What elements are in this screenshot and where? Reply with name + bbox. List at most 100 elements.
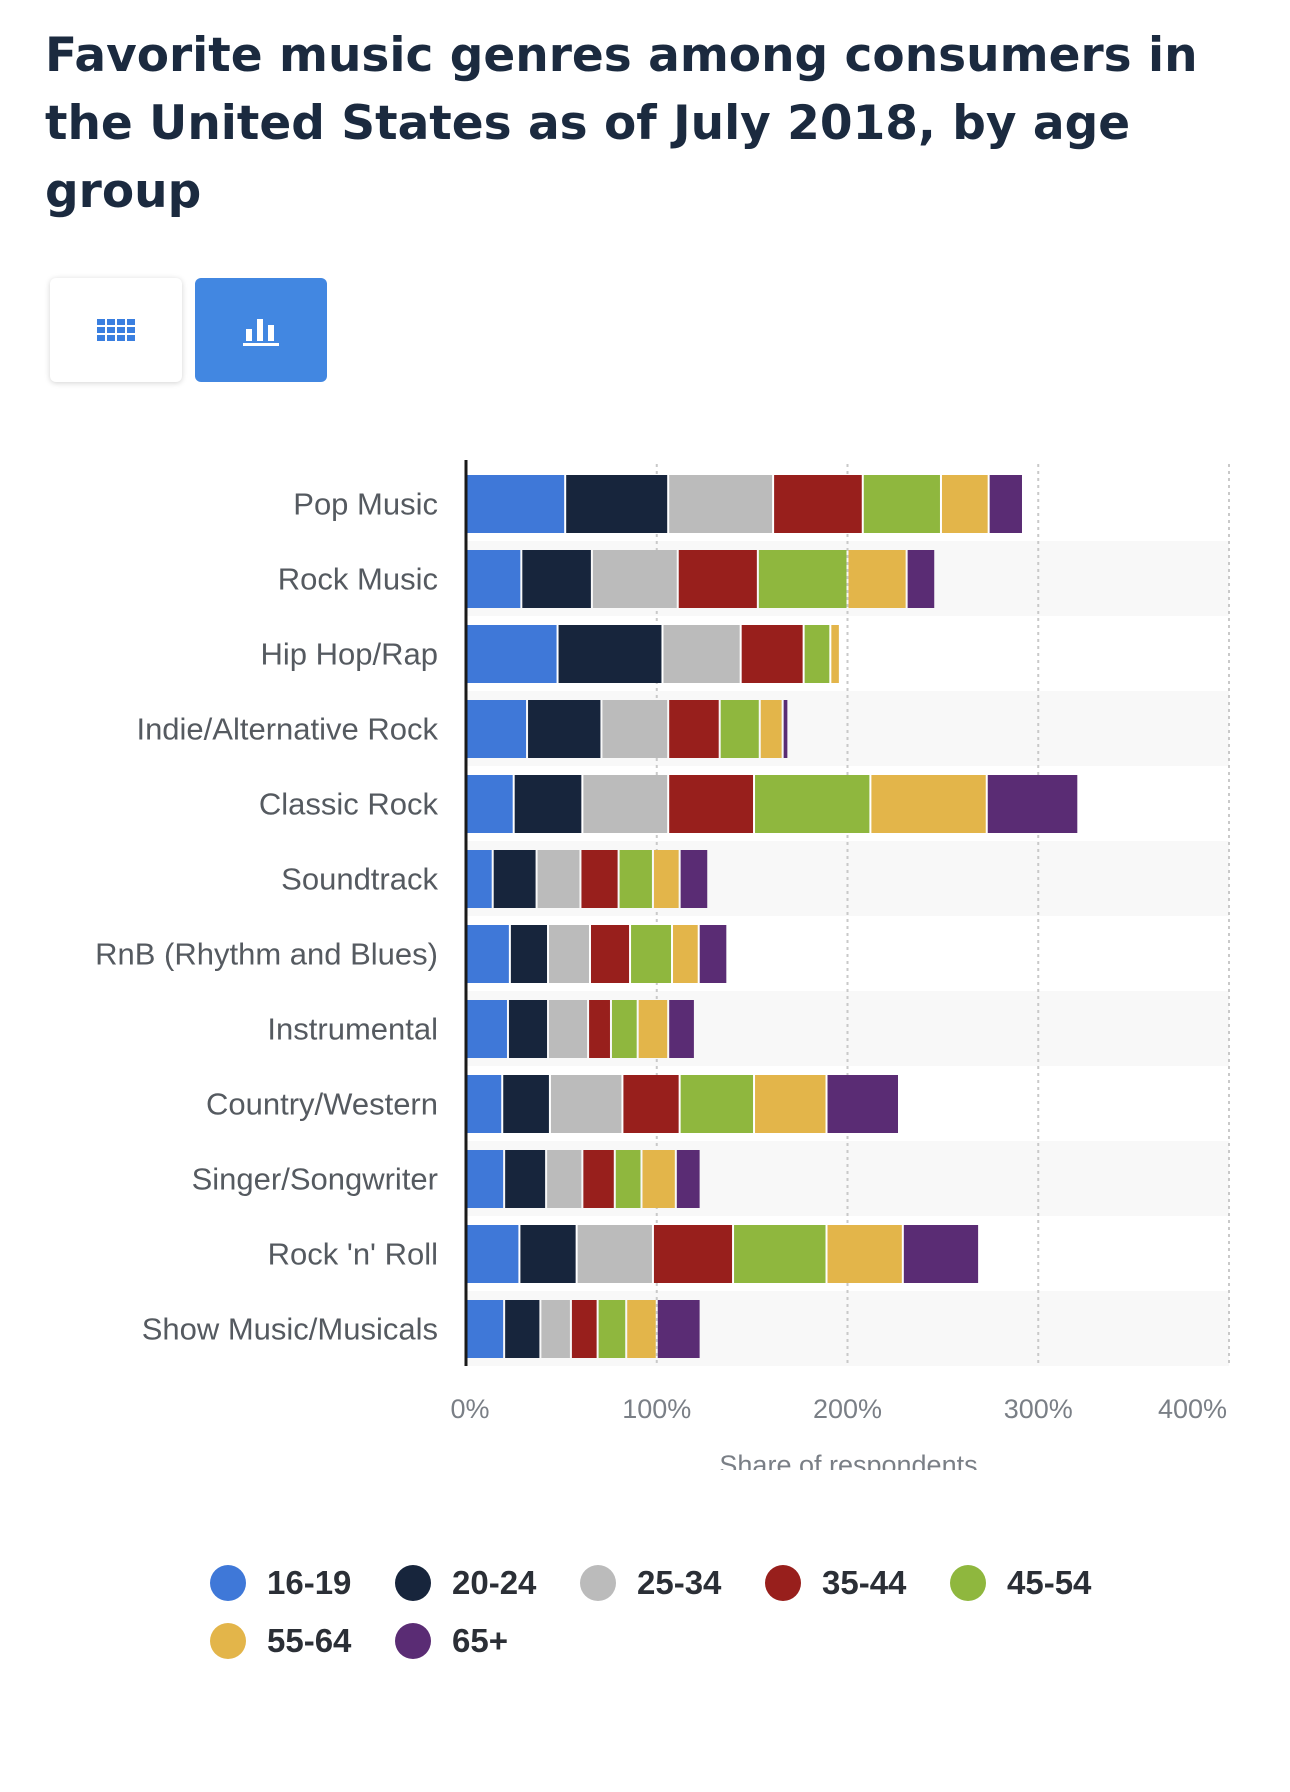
- bar-segment: [642, 1150, 675, 1208]
- bar-segment: [680, 1075, 754, 1133]
- bar-segment: [577, 1225, 652, 1283]
- table-view-button[interactable]: [50, 278, 182, 382]
- category-label: Singer/Songwriter: [192, 1162, 438, 1197]
- category-label: Classic Rock: [259, 787, 439, 822]
- legend-swatch: [210, 1623, 246, 1659]
- bar-segment: [755, 775, 870, 833]
- bar-segment: [863, 475, 940, 533]
- bar-segment: [467, 1150, 504, 1208]
- bar-segment: [602, 700, 668, 758]
- bar-segment: [653, 1225, 733, 1283]
- bar-segment: [663, 625, 740, 683]
- bar-segment: [583, 1150, 614, 1208]
- legend-swatch: [950, 1565, 986, 1601]
- bar-segment: [467, 925, 509, 983]
- bar-segment: [549, 925, 589, 983]
- bar-segment: [989, 475, 1022, 533]
- table-grid-icon: [97, 319, 135, 341]
- bar-segment: [467, 850, 492, 908]
- bar-segment: [987, 775, 1078, 833]
- x-tick-label: 200%: [813, 1394, 882, 1424]
- bar-segment: [653, 850, 679, 908]
- legend-swatch: [765, 1565, 801, 1601]
- legend-label: 35-44: [822, 1564, 907, 1601]
- bar-segment: [571, 1300, 597, 1358]
- legend-item[interactable]: 65+: [395, 1622, 508, 1660]
- legend-label: 65+: [452, 1622, 508, 1659]
- bar-segment: [631, 925, 672, 983]
- bar-segment: [522, 550, 591, 608]
- bar-segment: [638, 1000, 668, 1058]
- bar-segment: [907, 550, 935, 608]
- category-label: Soundtrack: [281, 862, 438, 897]
- legend-item[interactable]: 45-54: [950, 1564, 1091, 1602]
- legend-swatch: [580, 1565, 616, 1601]
- legend-label: 55-64: [267, 1622, 352, 1659]
- bar-segment: [503, 1075, 549, 1133]
- category-label: Pop Music: [293, 487, 438, 522]
- bar-segment: [566, 475, 668, 533]
- category-label: Instrumental: [267, 1012, 438, 1047]
- bar-segment: [678, 550, 757, 608]
- category-label: Hip Hop/Rap: [261, 637, 438, 672]
- bar-segment: [615, 1150, 641, 1208]
- bar-segment: [676, 1150, 700, 1208]
- x-tick-label: 300%: [1004, 1394, 1073, 1424]
- bar-segment: [827, 1225, 902, 1283]
- bar-segment: [848, 550, 906, 608]
- category-label: Country/Western: [206, 1087, 438, 1122]
- bar-segment: [871, 775, 986, 833]
- x-tick-label: 0%: [450, 1394, 489, 1424]
- bar-segment: [623, 1075, 679, 1133]
- bar-segment: [627, 1300, 656, 1358]
- bar-segment: [619, 850, 652, 908]
- legend-swatch: [395, 1623, 431, 1659]
- legend-item[interactable]: 20-24: [395, 1564, 536, 1602]
- bar-segment: [720, 700, 759, 758]
- bar-segment: [611, 1000, 637, 1058]
- bar-segment: [528, 700, 601, 758]
- bar-segment: [508, 1000, 548, 1058]
- bar-segment: [903, 1225, 979, 1283]
- bar-segment: [741, 625, 803, 683]
- bar-segment: [669, 775, 754, 833]
- legend-swatch: [210, 1565, 246, 1601]
- legend-label: 25-34: [637, 1564, 722, 1601]
- legend-item[interactable]: 35-44: [765, 1564, 906, 1602]
- bar-segment: [680, 850, 708, 908]
- bar-segment: [514, 775, 582, 833]
- bar-segment: [467, 625, 557, 683]
- bar-segment: [755, 1075, 826, 1133]
- legend-item[interactable]: 16-19: [210, 1564, 351, 1602]
- category-label: Rock Music: [278, 562, 438, 597]
- bar-segment: [590, 925, 630, 983]
- bar-segment: [547, 1150, 582, 1208]
- page-title: Favorite music genres among consumers in…: [45, 28, 1198, 219]
- bar-segment: [467, 1000, 507, 1058]
- bar-segment: [758, 550, 847, 608]
- bar-segment: [493, 850, 536, 908]
- stacked-bar-chart: Pop Music Rock Music Hip Hop/Rap Indie/Alte…: [95, 460, 1230, 1470]
- bar-segment: [505, 1300, 540, 1358]
- category-label: Show Music/Musicals: [142, 1312, 438, 1347]
- category-label: RnB (Rhythm and Blues): [95, 937, 438, 972]
- x-axis-title: Share of respondents: [719, 1450, 977, 1470]
- legend-label: 20-24: [452, 1564, 537, 1601]
- bar-segment: [669, 1000, 694, 1058]
- legend-item[interactable]: 55-64: [210, 1622, 351, 1660]
- bar-segment: [467, 1075, 502, 1133]
- bar-segment: [467, 1225, 519, 1283]
- bar-segment: [583, 775, 668, 833]
- bar-segment: [541, 1300, 570, 1358]
- legend-label: 16-19: [267, 1564, 352, 1601]
- chart-view-button[interactable]: [195, 278, 327, 382]
- bar-segment: [467, 550, 521, 608]
- bar-segment: [558, 625, 662, 683]
- legend-item[interactable]: 25-34: [580, 1564, 721, 1602]
- bar-segment: [505, 1150, 546, 1208]
- bar-segment: [550, 1075, 622, 1133]
- bar-segment: [774, 475, 862, 533]
- bar-segment: [783, 700, 788, 758]
- bar-segment: [804, 625, 830, 683]
- bar-segment: [589, 1000, 610, 1058]
